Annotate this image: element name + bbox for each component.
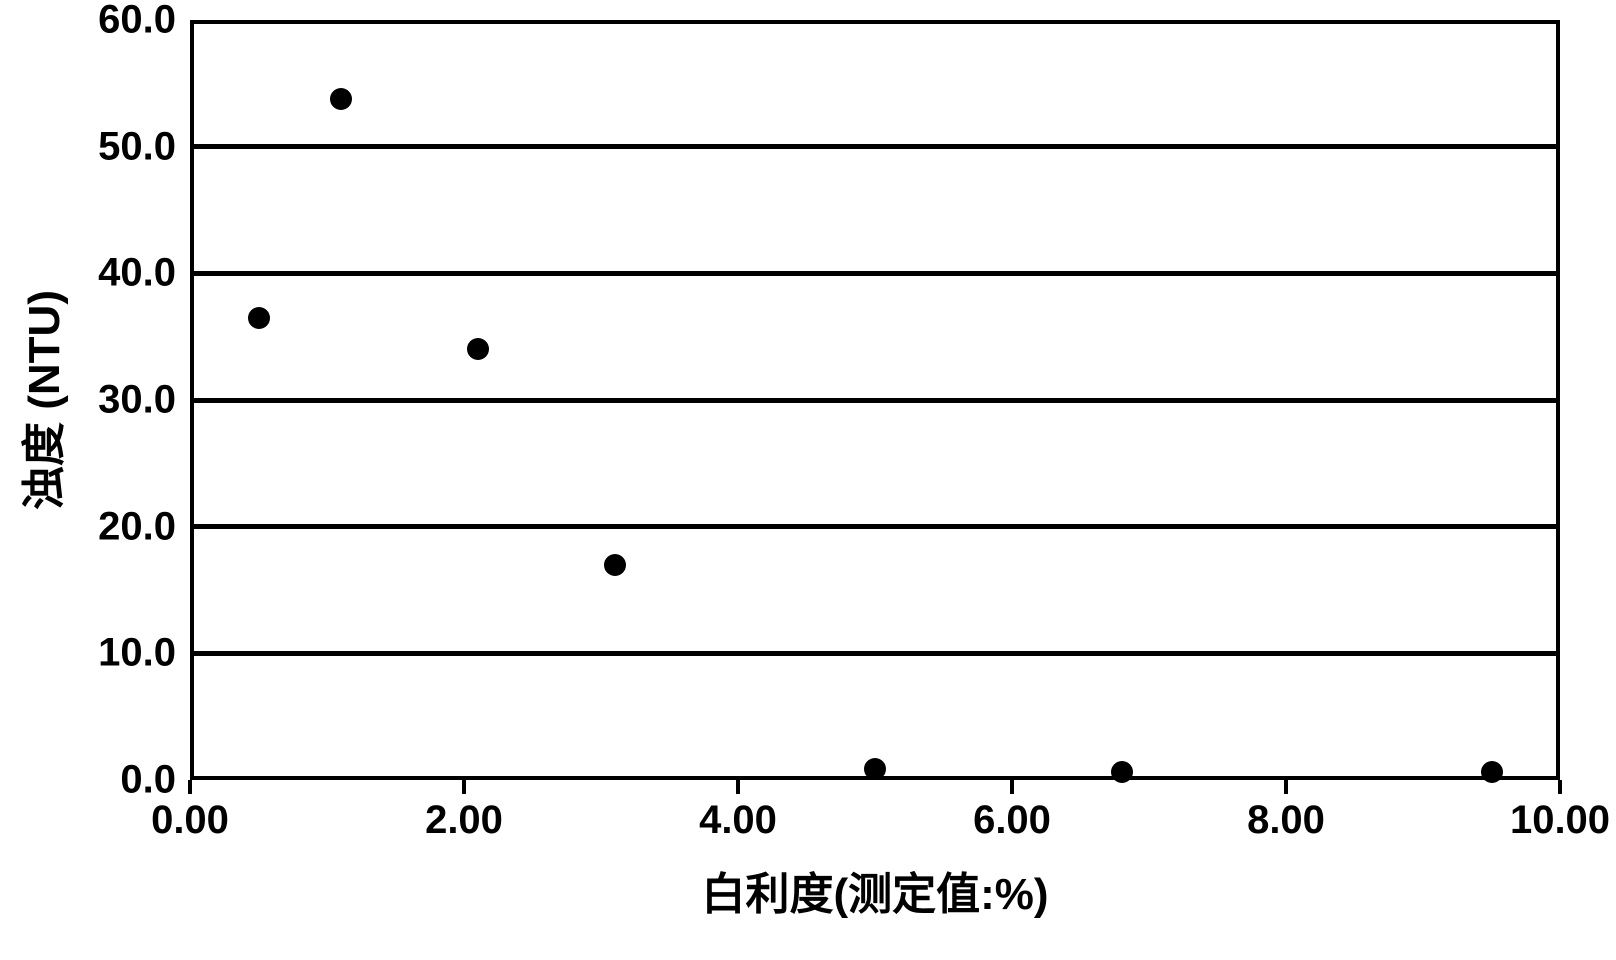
y-tick-label: 20.0: [98, 504, 190, 549]
x-axis-title: 白利度(测定值:%): [701, 858, 1048, 922]
data-point: [248, 307, 270, 329]
x-tick-label: 8.00: [1247, 780, 1325, 843]
y-axis-title: 浊度 (NTU): [8, 290, 72, 510]
x-tick-label: 4.00: [699, 780, 777, 843]
y-tick-label: 30.0: [98, 378, 190, 423]
y-tick-label: 60.0: [98, 0, 190, 43]
x-tick-label: 0.00: [151, 780, 229, 843]
scatter-chart: 0.010.020.030.040.050.060.00.002.004.006…: [0, 0, 1616, 960]
data-point: [864, 758, 886, 780]
axis-border: [190, 20, 194, 780]
y-tick-label: 40.0: [98, 251, 190, 296]
gridline-h: [190, 271, 1560, 276]
x-tick-label: 6.00: [973, 780, 1051, 843]
data-point: [467, 338, 489, 360]
y-tick-label: 50.0: [98, 124, 190, 169]
gridline-h: [190, 524, 1560, 529]
axis-border: [190, 20, 1560, 24]
gridline-h: [190, 398, 1560, 403]
data-point: [330, 88, 352, 110]
y-tick-label: 10.0: [98, 631, 190, 676]
data-point: [1111, 761, 1133, 783]
data-point: [1481, 761, 1503, 783]
x-tick-label: 10.00: [1510, 780, 1610, 843]
gridline-h: [190, 651, 1560, 656]
data-point: [604, 554, 626, 576]
plot-area: 0.010.020.030.040.050.060.00.002.004.006…: [190, 20, 1560, 780]
x-tick-label: 2.00: [425, 780, 503, 843]
axis-border: [1556, 20, 1560, 780]
gridline-h: [190, 144, 1560, 149]
